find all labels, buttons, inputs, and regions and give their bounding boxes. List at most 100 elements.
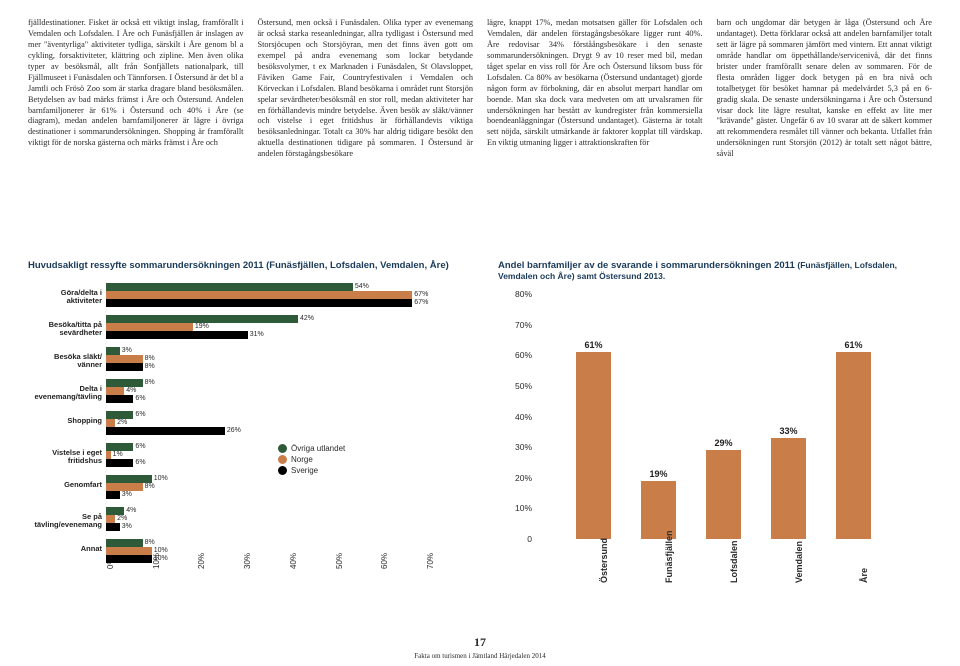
hbar-value-label: 54% — [353, 283, 369, 291]
hbar-bar — [106, 419, 115, 427]
hbar-xtick: 50% — [335, 553, 344, 569]
hbar-value-label: 10% — [152, 555, 168, 563]
hbar-xtick: 70% — [426, 553, 435, 569]
hbar-category-label: Besöka/titta på sevärdheter — [28, 321, 102, 338]
legend-swatch-ovriga — [278, 444, 287, 453]
vbar-value-label: 29% — [706, 438, 741, 448]
hbar-value-label: 10% — [152, 475, 168, 483]
hbar-category-label: Besöka släkt/ vänner — [28, 353, 102, 370]
hbar-bar — [106, 491, 120, 499]
vbar-bar — [836, 352, 871, 539]
vbar-value-label: 61% — [576, 340, 611, 350]
vbar-ytick: 10% — [498, 503, 532, 513]
hbar-bar — [106, 523, 120, 531]
hbar-xtick: 20% — [197, 553, 206, 569]
hbar-bar — [106, 291, 412, 299]
hbar-value-label: 6% — [133, 459, 145, 467]
vbar-bar — [706, 450, 741, 539]
hbar-bar — [106, 395, 133, 403]
hbar-bar — [106, 443, 133, 451]
hbar-value-label: 19% — [193, 323, 209, 331]
hbar-category-label: Genomfart — [28, 481, 102, 489]
hbar-bar — [106, 459, 133, 467]
hbar-xtick: 60% — [380, 553, 389, 569]
hbar-bar — [106, 555, 152, 563]
hbar-value-label: 3% — [120, 491, 132, 499]
vbar-bar — [771, 438, 806, 539]
hbar-xtick: 30% — [243, 553, 252, 569]
hbar-bar — [106, 315, 298, 323]
vbar-category-label: Vemdalen — [794, 541, 804, 583]
vbar-ytick: 20% — [498, 473, 532, 483]
legend-swatch-sverige — [278, 466, 287, 475]
hbar-xaxis: 0%10%20%30%40%50%60%70% — [106, 569, 426, 585]
hbar-value-label: 42% — [298, 315, 314, 323]
hbar-category-label: Delta i evenemang/tävling — [28, 385, 102, 402]
hbar-bar — [106, 475, 152, 483]
vbar-ytick: 40% — [498, 412, 532, 422]
vbar-bar — [576, 352, 611, 539]
hbar-bar — [106, 379, 143, 387]
hbar-bar — [106, 299, 412, 307]
legend-label-sverige: Sverige — [291, 465, 318, 476]
vbar-chart: 010%20%30%40%50%60%70%80%61%Östersund19%… — [498, 286, 918, 586]
vbar-ytick: 70% — [498, 320, 532, 330]
hbar-bar — [106, 283, 353, 291]
hbar-value-label: 8% — [143, 539, 155, 547]
vbar-title-main: Andel barnfamiljer av de svarande i somm… — [498, 260, 795, 271]
hbar-bar — [106, 387, 124, 395]
hbar-bar — [106, 323, 193, 331]
hbar-value-label: 8% — [143, 355, 155, 363]
hbar-category-label: Se på tävling/evenemang — [28, 513, 102, 530]
hbar-value-label: 8% — [143, 483, 155, 491]
hbar-value-label: 31% — [248, 331, 264, 339]
hbar-value-label: 8% — [143, 363, 155, 371]
hbar-value-label: 2% — [115, 515, 127, 523]
hbar-value-label: 67% — [412, 299, 428, 307]
vbar-title: Andel barnfamiljer av de svarande i somm… — [498, 260, 928, 282]
hbar-category-label: Annat — [28, 545, 102, 553]
vbar-category-label: Funäsfjällen — [664, 530, 674, 583]
hbar-bar — [106, 547, 152, 555]
vbar-ytick: 30% — [498, 442, 532, 452]
hbar-value-label: 1% — [111, 451, 123, 459]
legend-label-norge: Norge — [291, 454, 313, 465]
hbar-value-label: 3% — [120, 347, 132, 355]
hbar-category-label: Vistelse i eget fritidshus — [28, 449, 102, 466]
hbar-title: Huvudsakligt ressyfte sommarundersökning… — [28, 260, 458, 271]
vbar-value-label: 61% — [836, 340, 871, 350]
hbar-value-label: 4% — [124, 387, 136, 395]
hbar-category-label: Shopping — [28, 417, 102, 425]
vbar-value-label: 33% — [771, 426, 806, 436]
hbar-bar — [106, 347, 120, 355]
hbar-bar — [106, 331, 248, 339]
hbar-value-label: 26% — [225, 427, 241, 435]
hbar-bar — [106, 427, 225, 435]
col4-text: barn och ungdomar där betygen är låga (Ö… — [717, 18, 933, 160]
hbar-value-label: 3% — [120, 523, 132, 531]
hbar-value-label: 8% — [143, 379, 155, 387]
hbar-value-label: 6% — [133, 443, 145, 451]
col2-text: Östersund, men också i Funäsdalen. Olika… — [258, 18, 474, 160]
footer-caption: Fakta om turismen i Jämtland Härjedalen … — [414, 652, 545, 660]
page-footer: 17 Fakta om turismen i Jämtland Härjedal… — [0, 635, 960, 660]
body-text-columns: fjälldestinationer. Fisket är också ett … — [28, 18, 932, 250]
hbar-bar — [106, 515, 115, 523]
hbar-bar — [106, 539, 143, 547]
vbar-value-label: 19% — [641, 469, 676, 479]
hbar-value-label: 4% — [124, 507, 136, 515]
hbar-value-label: 6% — [133, 395, 145, 403]
vbar-ytick: 50% — [498, 381, 532, 391]
hbar-bar — [106, 483, 143, 491]
vbar-category-label: Lofsdalen — [729, 540, 739, 583]
vbar-ytick: 0 — [498, 534, 532, 544]
page-number: 17 — [0, 635, 960, 650]
hbar-xtick: 40% — [289, 553, 298, 569]
legend-label-ovriga: Övriga utlandet — [291, 443, 345, 454]
hbar-bar — [106, 411, 133, 419]
col1-text: fjälldestinationer. Fisket är också ett … — [28, 18, 244, 149]
hbar-value-label: 6% — [133, 411, 145, 419]
hbar-bar — [106, 363, 143, 371]
hbar-value-label: 67% — [412, 291, 428, 299]
vbar-ytick: 60% — [498, 350, 532, 360]
